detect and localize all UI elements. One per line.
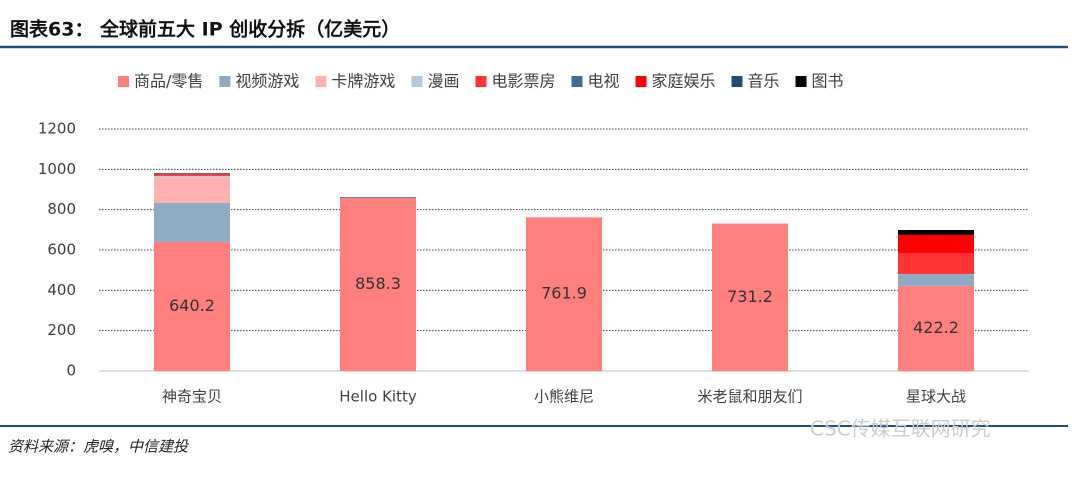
bar-segment: [154, 172, 230, 174]
legend-swatch: [118, 76, 129, 87]
legend-swatch: [571, 76, 583, 87]
data-label: 422.2: [913, 318, 959, 337]
bar-segment: [154, 202, 230, 242]
legend-label: 商品/零售: [134, 72, 203, 91]
legend-swatch: [731, 76, 743, 87]
watermark: CSC传媒互联网研究: [810, 417, 991, 441]
x-tick-label: 小熊维尼: [534, 388, 594, 406]
bar-segment: [154, 177, 230, 203]
bar-segment: [154, 175, 230, 178]
chart-title: 图表63： 全球前五大 IP 创收分拆（亿美元）: [10, 18, 400, 41]
legend-label: 漫画: [427, 72, 459, 91]
legend-label: 视频游戏: [235, 72, 299, 91]
data-label: 731.2: [727, 287, 773, 306]
legend-label: 卡牌游戏: [331, 72, 395, 91]
y-tick-label: 1200: [38, 120, 76, 138]
y-tick-label: 200: [47, 321, 76, 339]
x-tick-label: 神奇宝贝: [162, 388, 222, 406]
y-tick-label: 600: [47, 241, 76, 259]
legend-label: 图书: [812, 72, 844, 91]
bar-segment: [898, 229, 974, 235]
bar-segment: [898, 252, 974, 274]
bar-segment: [712, 223, 788, 371]
bar-segment: [898, 234, 974, 253]
bar-segment: [340, 197, 416, 371]
x-tick-label: Hello Kitty: [339, 388, 417, 406]
legend-swatch: [635, 76, 647, 87]
legend-label: 音乐: [748, 72, 780, 91]
legend-label: 电视: [587, 72, 619, 91]
data-label: 761.9: [541, 284, 587, 303]
y-tick-label: 1000: [38, 160, 76, 178]
bar-segment: [898, 285, 974, 371]
y-tick-label: 400: [47, 281, 76, 299]
bar-segment: [898, 273, 974, 286]
legend-label: 家庭娱乐: [651, 72, 715, 91]
legend-swatch: [219, 76, 231, 87]
x-tick-label: 米老鼠和朋友们: [697, 388, 802, 406]
x-tick-label: 星球大战: [906, 388, 966, 406]
data-label: 858.3: [355, 274, 401, 293]
bar-segment: [526, 217, 602, 371]
bar-segment: [154, 241, 230, 371]
legend-swatch: [411, 76, 423, 87]
legend-label: 电影票房: [491, 72, 555, 91]
y-tick-label: 800: [47, 200, 76, 218]
legend-swatch: [475, 76, 487, 87]
data-label: 640.2: [169, 296, 215, 315]
bar-segment: [340, 197, 416, 198]
legend-swatch: [315, 76, 327, 87]
legend-swatch: [795, 76, 807, 87]
y-tick-label: 0: [66, 362, 76, 380]
bar-segment: [154, 173, 230, 176]
source: 资料来源：虎嗅，中信建投: [8, 438, 190, 456]
